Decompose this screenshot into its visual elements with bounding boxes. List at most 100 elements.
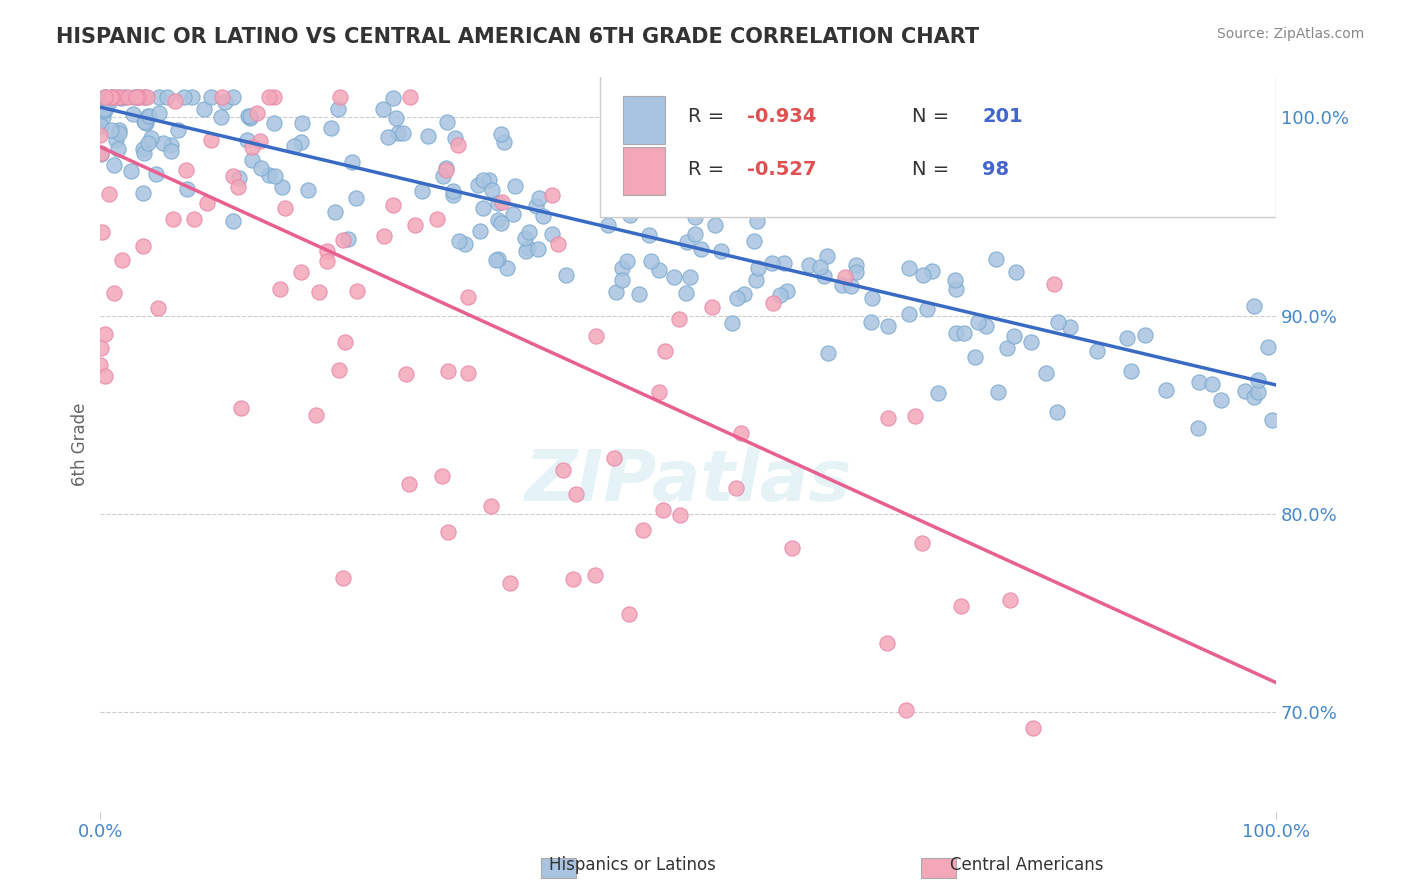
- Point: [100, 90, 122, 104]
- Point: [603, 451, 626, 466]
- Point: [1059, 320, 1081, 334]
- Point: [1243, 390, 1265, 404]
- Point: [598, 219, 620, 233]
- Point: [747, 213, 769, 227]
- Point: [132, 145, 155, 160]
- Point: [610, 273, 633, 287]
- Point: [399, 90, 422, 104]
- Point: [135, 116, 157, 130]
- Text: 201: 201: [981, 107, 1022, 126]
- Point: [612, 260, 634, 275]
- Point: [845, 265, 868, 279]
- Point: [631, 523, 654, 537]
- Point: [647, 384, 669, 399]
- Point: [616, 254, 638, 268]
- Point: [90, 120, 112, 134]
- Point: [485, 253, 508, 268]
- Point: [547, 236, 569, 251]
- Point: [817, 346, 839, 360]
- Point: [627, 287, 650, 301]
- Point: [94, 90, 117, 104]
- Point: [107, 90, 129, 104]
- Point: [236, 133, 259, 147]
- Point: [945, 282, 967, 296]
- Point: [648, 263, 671, 277]
- Point: [1154, 383, 1177, 397]
- Point: [1257, 340, 1279, 354]
- Point: [91, 110, 114, 124]
- Point: [486, 213, 509, 227]
- FancyBboxPatch shape: [623, 95, 665, 144]
- Point: [381, 197, 404, 211]
- Point: [340, 155, 363, 169]
- Point: [239, 111, 262, 125]
- Point: [1261, 413, 1284, 427]
- Point: [326, 102, 349, 116]
- Point: [742, 234, 765, 248]
- Point: [245, 105, 267, 120]
- Point: [392, 126, 415, 140]
- Point: [1043, 277, 1066, 291]
- Point: [94, 103, 117, 118]
- Point: [127, 90, 149, 104]
- Point: [176, 181, 198, 195]
- Point: [472, 201, 495, 215]
- Point: [104, 90, 127, 104]
- Point: [332, 571, 354, 585]
- Point: [831, 277, 853, 292]
- Point: [271, 180, 294, 194]
- Text: R =: R =: [688, 160, 731, 178]
- Point: [585, 329, 607, 343]
- Point: [876, 636, 898, 650]
- Point: [605, 285, 627, 299]
- Point: [382, 91, 405, 105]
- Point: [1188, 375, 1211, 389]
- Point: [96, 95, 118, 110]
- Point: [249, 161, 271, 176]
- Text: HISPANIC OR LATINO VS CENTRAL AMERICAN 6TH GRADE CORRELATION CHART: HISPANIC OR LATINO VS CENTRAL AMERICAN 6…: [56, 27, 980, 46]
- Point: [100, 123, 122, 137]
- Point: [479, 499, 502, 513]
- Point: [1209, 393, 1232, 408]
- Point: [945, 326, 967, 340]
- Point: [94, 90, 117, 104]
- Point: [1201, 377, 1223, 392]
- Point: [305, 408, 328, 422]
- Point: [122, 106, 145, 120]
- Point: [943, 272, 966, 286]
- Point: [457, 290, 479, 304]
- Point: [1046, 405, 1069, 419]
- Point: [141, 130, 163, 145]
- Point: [398, 477, 420, 491]
- Point: [131, 90, 153, 104]
- Point: [702, 202, 724, 217]
- Point: [90, 146, 112, 161]
- Point: [269, 282, 291, 296]
- Point: [377, 130, 399, 145]
- Point: [478, 173, 501, 187]
- Point: [136, 90, 159, 104]
- Point: [430, 469, 453, 483]
- Point: [117, 90, 139, 104]
- Point: [555, 268, 578, 282]
- Point: [1047, 315, 1070, 329]
- Point: [1005, 265, 1028, 279]
- Point: [517, 242, 540, 256]
- Point: [877, 410, 900, 425]
- Point: [214, 95, 236, 110]
- Point: [132, 186, 155, 201]
- Point: [264, 169, 287, 183]
- Text: Hispanics or Latinos: Hispanics or Latinos: [550, 855, 716, 873]
- Point: [290, 136, 312, 150]
- Point: [668, 311, 690, 326]
- Point: [495, 260, 517, 275]
- Point: [619, 208, 641, 222]
- Point: [984, 252, 1007, 266]
- Point: [211, 90, 233, 104]
- Point: [1019, 334, 1042, 349]
- Point: [515, 244, 537, 258]
- Point: [426, 211, 449, 226]
- Point: [114, 90, 136, 104]
- Point: [486, 196, 509, 211]
- Point: [896, 703, 918, 717]
